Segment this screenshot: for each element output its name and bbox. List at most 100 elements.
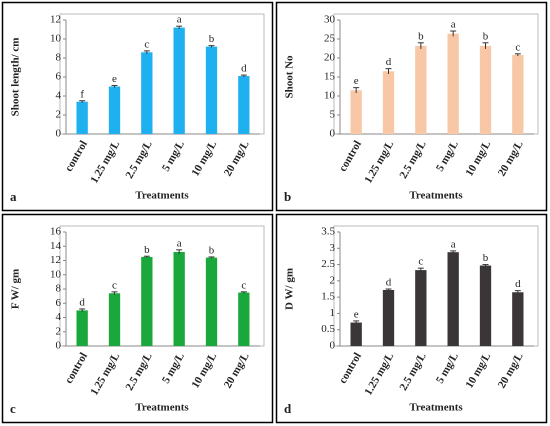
y-tick-label: 12 — [50, 14, 61, 26]
bar — [382, 71, 395, 134]
plot-border — [333, 13, 539, 135]
x-tick-label: 10 mg/L — [189, 351, 219, 391]
x-tick-label: 5 mg/L — [434, 351, 461, 386]
y-tick-label: 14 — [50, 240, 62, 252]
bar — [512, 54, 524, 134]
significance-letter: e — [112, 73, 117, 85]
panel: 0 5 10 15 20 25 30 control e 1.25 mg/L d 2.5 mg/L b 5… — [275, 1, 548, 212]
plot-border — [59, 13, 265, 135]
bar — [173, 27, 185, 135]
bar — [205, 257, 218, 346]
y-tick-label: 12 — [50, 254, 61, 266]
bar — [76, 310, 88, 346]
panel: 0 2 4 6 8 10 12 14 16 control d 1.25 mg/L c 2.5 mg/L b… — [1, 213, 274, 424]
x-tick-label: 2.5 mg/L — [397, 139, 428, 181]
bar — [108, 86, 121, 134]
panel-letter: a — [10, 189, 17, 204]
bar — [141, 52, 153, 134]
significance-letter: b — [483, 30, 489, 42]
y-tick-label: 1 — [330, 307, 336, 319]
y-tick-label: 0 — [330, 340, 336, 352]
x-axis-label: Treatments — [135, 190, 189, 202]
bar — [350, 90, 362, 134]
y-tick-label: 2 — [330, 274, 336, 286]
bar — [479, 45, 492, 135]
y-axis-label: Shoot length/ cm — [10, 38, 22, 117]
x-tick-label: control — [63, 139, 90, 174]
significance-letter: c — [144, 38, 149, 50]
x-tick-label: 20 mg/L — [222, 351, 252, 391]
x-axis-label: Treatments — [135, 402, 189, 414]
y-tick-label: 2.5 — [321, 258, 335, 270]
bar — [479, 265, 492, 346]
significance-letter: d — [386, 56, 392, 68]
significance-letter: b — [209, 33, 215, 45]
x-tick-label: 20 mg/L — [496, 351, 526, 391]
panel: 0 0.5 1 1.5 2 2.5 3 3.5 control e 1.25 mg/L d 2.5 mg… — [275, 213, 548, 424]
y-axis-label: D W/ gm — [284, 268, 296, 310]
y-tick-label: 3.5 — [321, 226, 335, 238]
y-axis-label: Shoot No — [284, 55, 296, 99]
y-tick-label: 8 — [56, 283, 62, 295]
y-tick-label: 25 — [324, 33, 336, 45]
y-axis-label: F W/ gm — [10, 269, 22, 309]
significance-letter: a — [451, 19, 456, 31]
panel-letter: d — [284, 401, 292, 416]
y-tick-label: 3 — [330, 242, 336, 254]
significance-letter: a — [177, 14, 182, 26]
bar — [415, 45, 427, 135]
panel: 0 2 4 6 8 10 12 control f 1.25 mg/L e 2.5 mg/L c 5 mg… — [1, 1, 274, 212]
x-tick-label: 2.5 mg/L — [123, 139, 154, 181]
x-axis-label: Treatments — [409, 190, 463, 202]
x-tick-label: 10 mg/L — [463, 351, 493, 391]
y-tick-label: 4 — [56, 311, 62, 323]
x-tick-label: 5 mg/L — [160, 139, 187, 174]
significance-letter: b — [418, 30, 424, 42]
y-tick-label: 16 — [50, 226, 62, 238]
bar — [76, 101, 88, 134]
bar — [382, 289, 395, 346]
y-tick-label: 20 — [324, 52, 336, 64]
significance-letter: a — [177, 237, 182, 249]
y-tick-label: 6 — [56, 71, 62, 83]
bar — [205, 46, 218, 134]
x-tick-label: 1.25 mg/L — [362, 139, 396, 186]
x-tick-label: 5 mg/L — [160, 351, 187, 386]
significance-letter: c — [241, 279, 246, 291]
x-tick-label: 20 mg/L — [222, 139, 252, 179]
x-tick-label: 1.25 mg/L — [362, 351, 396, 398]
x-tick-label: 5 mg/L — [434, 139, 461, 174]
bar — [350, 322, 362, 346]
x-tick-label: control — [337, 351, 364, 386]
y-tick-label: 4 — [56, 90, 62, 102]
significance-letter: c — [418, 256, 423, 268]
bar — [447, 252, 459, 346]
plot-border — [59, 225, 265, 347]
bar — [173, 251, 185, 346]
significance-letter: e — [354, 308, 359, 320]
x-tick-label: control — [63, 351, 90, 386]
panel-border — [1, 1, 274, 212]
y-tick-label: 0 — [56, 128, 62, 140]
y-tick-label: 15 — [324, 71, 336, 83]
plot-border — [333, 225, 539, 347]
panel-letter: b — [284, 189, 291, 204]
y-tick-label: 2 — [56, 109, 62, 121]
bar — [238, 292, 250, 346]
significance-letter: b — [144, 244, 150, 256]
x-tick-label: 1.25 mg/L — [88, 351, 122, 398]
significance-letter: d — [515, 278, 521, 290]
y-tick-label: 8 — [56, 52, 62, 64]
y-tick-label: 1.5 — [321, 291, 335, 303]
significance-letter: b — [483, 252, 489, 264]
bar — [141, 256, 153, 346]
y-tick-label: 10 — [50, 268, 62, 280]
bar — [512, 292, 524, 346]
bar — [238, 76, 250, 134]
bar — [447, 33, 459, 134]
x-tick-label: 20 mg/L — [496, 139, 526, 179]
x-tick-label: 10 mg/L — [189, 139, 219, 179]
y-tick-label: 30 — [324, 14, 336, 26]
bar — [415, 270, 427, 346]
